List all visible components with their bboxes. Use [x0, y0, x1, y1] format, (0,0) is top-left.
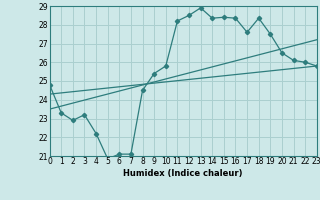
X-axis label: Humidex (Indice chaleur): Humidex (Indice chaleur) — [124, 169, 243, 178]
